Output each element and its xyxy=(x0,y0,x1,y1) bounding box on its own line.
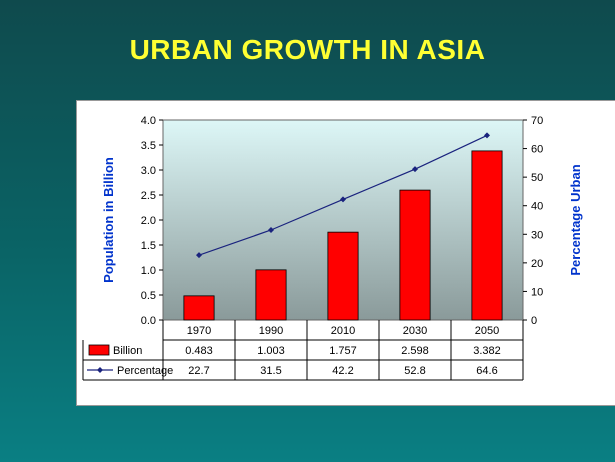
y-tick-label: 3.0 xyxy=(141,165,156,177)
y-tick-label: 1.0 xyxy=(141,265,156,277)
data-label: 3.382 xyxy=(473,345,501,357)
legend-label-billion: Billion xyxy=(113,345,142,357)
percentage-point xyxy=(340,196,346,203)
x-tick-label: 2050 xyxy=(475,325,499,337)
x-tick-label: 1990 xyxy=(259,325,283,337)
data-label: 31.5 xyxy=(260,365,281,377)
y2-axis-title: Percentage Urban xyxy=(568,164,583,275)
data-label: 52.8 xyxy=(404,365,425,377)
data-label: 22.7 xyxy=(188,365,209,377)
y2-tick-label: 20 xyxy=(531,258,543,270)
chart-panel: 0.0 0.5 1.0 1.5 2.0 2.5 3.0 3.5 4.0 0 10 20 30 40 50 6… xyxy=(76,100,615,406)
bar xyxy=(327,231,359,321)
y-tick-label: 2.0 xyxy=(141,215,156,227)
y2-tick-label: 30 xyxy=(531,229,543,241)
legend-swatch-billion xyxy=(88,344,110,356)
y2-tick-label: 60 xyxy=(531,144,543,156)
y-axis-title: Population in Billion xyxy=(101,157,116,283)
data-label: 0.483 xyxy=(185,345,213,357)
y-tick-label: 0.0 xyxy=(141,315,156,327)
slide-title: URBAN GROWTH IN ASIA xyxy=(129,34,486,65)
y2-tick-label: 40 xyxy=(531,201,543,213)
x-tick-label: 2010 xyxy=(331,325,355,337)
bar xyxy=(255,269,287,321)
bar xyxy=(183,295,215,321)
y-tick-label: 2.5 xyxy=(141,190,156,202)
y2-tick-label: 50 xyxy=(531,172,543,184)
percentage-point xyxy=(484,132,490,139)
y2-tick-label: 0 xyxy=(531,315,537,327)
data-label: 2.598 xyxy=(401,345,429,357)
data-label: 42.2 xyxy=(332,365,353,377)
y-tick-label: 4.0 xyxy=(141,115,156,127)
data-label: 64.6 xyxy=(476,365,497,377)
chart: 0.00.51.01.52.02.53.03.54.0 010203040506… xyxy=(82,115,583,381)
percentage-point xyxy=(268,227,274,233)
y2-tick-label: 70 xyxy=(531,115,543,127)
data-label: 1.757 xyxy=(329,345,357,357)
legend-marker-percentage xyxy=(97,367,103,373)
x-tick-label: 1970 xyxy=(187,325,211,337)
bar xyxy=(471,150,503,321)
y2-tick-label: 10 xyxy=(531,286,543,298)
y-tick-label: 1.5 xyxy=(141,240,156,252)
y-tick-label: 0.5 xyxy=(141,290,156,302)
percentage-point xyxy=(196,252,202,259)
legend-label-percentage: Percentage xyxy=(117,365,173,377)
percentage-point xyxy=(412,166,418,173)
y-tick-label: 3.5 xyxy=(141,140,156,152)
x-tick-label: 2030 xyxy=(403,325,427,337)
bar xyxy=(399,189,431,321)
data-label: 1.003 xyxy=(257,345,285,357)
